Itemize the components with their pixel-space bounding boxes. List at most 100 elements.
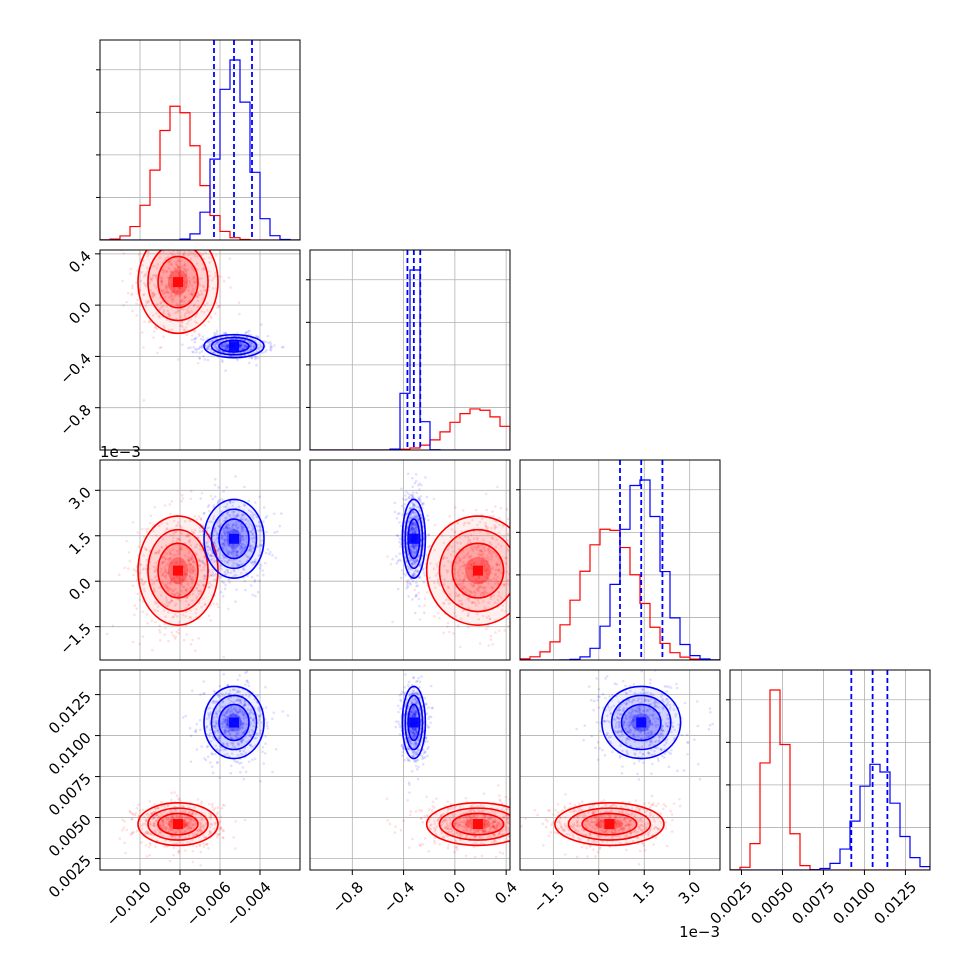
scatter-point xyxy=(131,584,135,587)
scatter-point xyxy=(262,762,266,765)
scatter-point xyxy=(412,503,416,507)
scatter-point xyxy=(207,344,211,347)
scatter-point xyxy=(231,709,234,712)
scatter-point xyxy=(225,710,229,714)
scatter-point xyxy=(463,586,467,590)
scatter-point xyxy=(191,838,194,842)
scatter-point xyxy=(210,765,214,768)
scatter-point xyxy=(481,554,484,558)
scatter-point xyxy=(256,574,259,577)
scatter-point xyxy=(194,573,198,576)
scatter-point xyxy=(175,263,179,266)
scatter-point xyxy=(180,815,183,819)
scatter-point xyxy=(191,565,195,568)
scatter-point xyxy=(178,593,181,597)
scatter-point xyxy=(224,543,227,547)
scatter-point xyxy=(209,813,213,817)
scatter-point xyxy=(251,533,254,536)
scatter-point xyxy=(225,516,228,519)
scatter-point xyxy=(521,828,524,831)
scatter-point xyxy=(274,747,278,751)
scatter-point xyxy=(193,568,196,571)
scatter-point xyxy=(225,526,229,530)
scatter-point xyxy=(484,522,487,525)
scatter-point xyxy=(181,810,184,814)
scatter-point xyxy=(175,830,179,833)
scatter-point xyxy=(182,224,185,227)
scatter-point xyxy=(166,804,170,808)
scatter-point xyxy=(164,530,167,533)
scatter-point xyxy=(484,580,488,583)
scatter-point xyxy=(240,562,244,566)
scatter-point xyxy=(259,563,263,567)
scatter-point xyxy=(192,253,195,256)
scatter-point xyxy=(243,703,247,707)
scatter-point xyxy=(152,589,156,592)
scatter-point xyxy=(236,711,240,714)
scatter-point xyxy=(227,692,231,696)
scatter-point xyxy=(408,506,412,510)
scatter-point xyxy=(507,572,510,576)
scatter-point xyxy=(213,752,217,756)
scatter-point xyxy=(187,826,191,830)
scatter-point xyxy=(229,713,233,717)
scatter-point xyxy=(198,563,202,567)
scatter-point xyxy=(225,526,228,530)
scatter-point xyxy=(413,552,417,556)
scatter-point xyxy=(146,831,150,835)
scatter-point xyxy=(179,294,182,297)
scatter-point xyxy=(461,509,465,512)
scatter-point xyxy=(145,530,149,534)
scatter-point xyxy=(492,820,496,824)
scatter-point xyxy=(183,296,186,300)
scatter-point xyxy=(173,791,176,794)
scatter-point xyxy=(251,532,254,535)
scatter-point xyxy=(190,215,193,218)
scatter-point xyxy=(495,525,498,529)
scatter-point xyxy=(496,598,500,602)
scatter-point xyxy=(413,523,416,527)
scatter-point xyxy=(224,225,227,228)
scatter-point xyxy=(210,752,213,755)
scatter-point xyxy=(456,570,460,574)
scatter-point xyxy=(231,523,235,527)
scatter-point xyxy=(458,536,462,539)
scatter-point xyxy=(190,825,193,829)
scatter-point xyxy=(190,557,194,560)
scatter-point xyxy=(247,361,251,365)
scatter-point xyxy=(504,814,508,817)
scatter-point xyxy=(205,842,209,846)
scatter-point xyxy=(239,343,243,347)
scatter-point xyxy=(185,816,189,819)
scatter-point xyxy=(206,843,209,846)
scatter-point xyxy=(143,283,147,287)
scatter-point xyxy=(184,818,187,822)
scatter-point xyxy=(531,587,534,590)
scatter-point xyxy=(181,253,185,257)
scatter-point xyxy=(144,818,148,821)
scatter-point xyxy=(241,538,245,542)
scatter-point xyxy=(169,276,172,280)
scatter-point xyxy=(160,545,164,549)
scatter-point xyxy=(179,274,183,277)
scatter-point xyxy=(181,497,185,500)
scatter-point xyxy=(237,526,240,529)
scatter-point xyxy=(207,526,211,530)
scatter-point xyxy=(165,583,168,587)
scatter-point xyxy=(217,738,221,741)
scatter-point xyxy=(234,847,237,850)
density-peak xyxy=(472,565,483,576)
scatter-point xyxy=(223,545,227,548)
scatter-point xyxy=(227,729,231,733)
scatter-point xyxy=(481,836,484,840)
scatter-point xyxy=(253,561,257,565)
scatter-point xyxy=(213,527,216,530)
scatter-point xyxy=(177,594,180,598)
scatter-point xyxy=(251,347,255,350)
scatter-point xyxy=(483,830,487,833)
scatter-point xyxy=(537,811,540,814)
scatter-point xyxy=(142,554,145,557)
scatter-point xyxy=(225,345,229,349)
scatter-point xyxy=(491,566,494,570)
scatter-point xyxy=(173,267,177,270)
